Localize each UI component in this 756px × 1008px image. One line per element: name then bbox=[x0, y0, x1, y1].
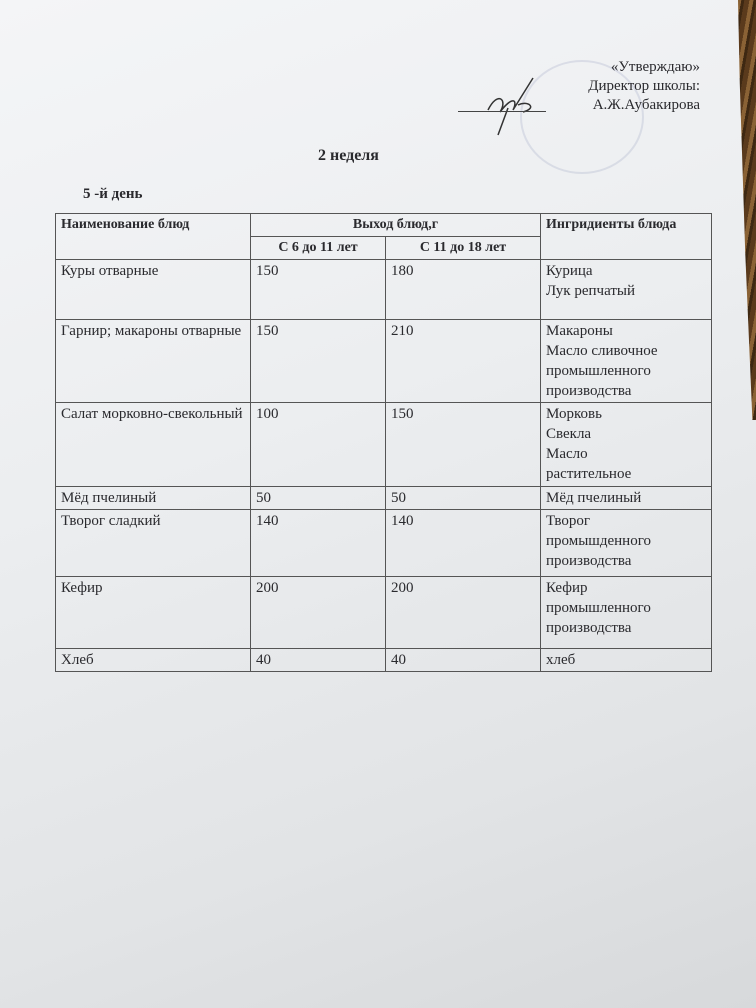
ingredient-line: Морковь bbox=[546, 406, 602, 422]
menu-table: Наименование блюд Выход блюд,г Ингридиен… bbox=[55, 213, 712, 672]
ingredient-line: Лук репчатый bbox=[546, 283, 635, 299]
dish-name: Куры отварные bbox=[55, 259, 251, 320]
header-age-11-18: С 11 до 18 лет bbox=[385, 236, 541, 260]
signature-line bbox=[458, 111, 546, 112]
week-title: 2 неделя bbox=[318, 147, 379, 164]
director-signature bbox=[487, 77, 534, 136]
school-stamp bbox=[520, 60, 644, 174]
ingredients: хлеб bbox=[540, 648, 712, 672]
yield-6-11: 50 bbox=[250, 486, 386, 510]
ingredient-line: промышленного bbox=[546, 363, 651, 379]
table-row: Гарнир; макароны отварные 150 210 Макароны М… bbox=[55, 319, 712, 403]
ingredient-line: промышденного bbox=[546, 533, 651, 549]
approval-title: «Утверждаю» bbox=[610, 59, 700, 75]
dish-name: Хлеб bbox=[55, 648, 251, 672]
yield-11-18: 50 bbox=[385, 486, 541, 510]
ingredient-line: производства bbox=[546, 383, 632, 399]
yield-11-18: 180 bbox=[385, 259, 541, 320]
ingredients: Курица Лук репчатый bbox=[540, 259, 712, 320]
ingredient-line: производства bbox=[546, 553, 632, 569]
header-name: Наименование блюд bbox=[55, 213, 251, 260]
yield-6-11: 150 bbox=[250, 259, 386, 320]
ingredient-line: хлеб bbox=[546, 652, 576, 668]
ingredient-line: Курица bbox=[546, 263, 593, 279]
yield-11-18: 140 bbox=[385, 509, 541, 577]
approval-name: А.Ж.Аубакирова bbox=[592, 97, 700, 113]
yield-6-11: 140 bbox=[250, 509, 386, 577]
day-title: 5 -й день bbox=[83, 186, 143, 202]
yield-11-18: 210 bbox=[385, 319, 541, 403]
approval-block: «Утверждаю» Директор школы: А.Ж.Аубакиро… bbox=[540, 58, 700, 115]
ingredients: Кефир промышленного производства bbox=[540, 576, 712, 649]
ingredient-line: Масло сливочное bbox=[546, 343, 658, 359]
ingredients: Мёд пчелиный bbox=[540, 486, 712, 510]
ingredients: Морковь Свекла Масло растительное bbox=[540, 402, 712, 487]
header-yield: Выход блюд,г bbox=[250, 213, 541, 237]
dish-name: Салат морковно-свекольный bbox=[55, 402, 251, 487]
header-ingredients: Ингридиенты блюда bbox=[540, 213, 712, 260]
yield-6-11: 100 bbox=[250, 402, 386, 487]
ingredient-line: Творог bbox=[546, 513, 591, 529]
approval-position: Директор школы: bbox=[588, 78, 700, 94]
yield-6-11: 200 bbox=[250, 576, 386, 649]
table-row: Хлеб 40 40 хлеб bbox=[55, 648, 712, 672]
ingredient-line: Свекла bbox=[546, 426, 592, 442]
ingredient-line: Мёд пчелиный bbox=[546, 490, 642, 506]
ingredient-line: производства bbox=[546, 620, 632, 636]
ingredients: Творог промышденного производства bbox=[540, 509, 712, 577]
table-row: Мёд пчелиный 50 50 Мёд пчелиный bbox=[55, 486, 712, 510]
yield-11-18: 40 bbox=[385, 648, 541, 672]
yield-11-18: 200 bbox=[385, 576, 541, 649]
table-row: Куры отварные 150 180 Курица Лук репчатый bbox=[55, 259, 712, 320]
yield-11-18: 150 bbox=[385, 402, 541, 487]
yield-6-11: 40 bbox=[250, 648, 386, 672]
dish-name: Творог сладкий bbox=[55, 509, 251, 577]
dish-name: Гарнир; макароны отварные bbox=[55, 319, 251, 403]
ingredient-line: Макароны bbox=[546, 323, 613, 339]
header-age-6-11: С 6 до 11 лет bbox=[250, 236, 386, 260]
dish-name: Кефир bbox=[55, 576, 251, 649]
table-row: Кефир 200 200 Кефир промышленного производств… bbox=[55, 576, 712, 649]
ingredient-line: Масло bbox=[546, 446, 588, 462]
wooden-table-edge bbox=[738, 0, 756, 420]
dish-name: Мёд пчелиный bbox=[55, 486, 251, 510]
table-row: Салат морковно-свекольный 100 150 Морковь Св… bbox=[55, 402, 712, 487]
table-row: Творог сладкий 140 140 Творог промышденного п… bbox=[55, 509, 712, 577]
yield-6-11: 150 bbox=[250, 319, 386, 403]
ingredient-line: Кефир bbox=[546, 580, 588, 596]
ingredient-line: растительное bbox=[546, 466, 632, 482]
ingredients: Макароны Масло сливочное промышленного прои… bbox=[540, 319, 712, 403]
ingredient-line: промышленного bbox=[546, 600, 651, 616]
